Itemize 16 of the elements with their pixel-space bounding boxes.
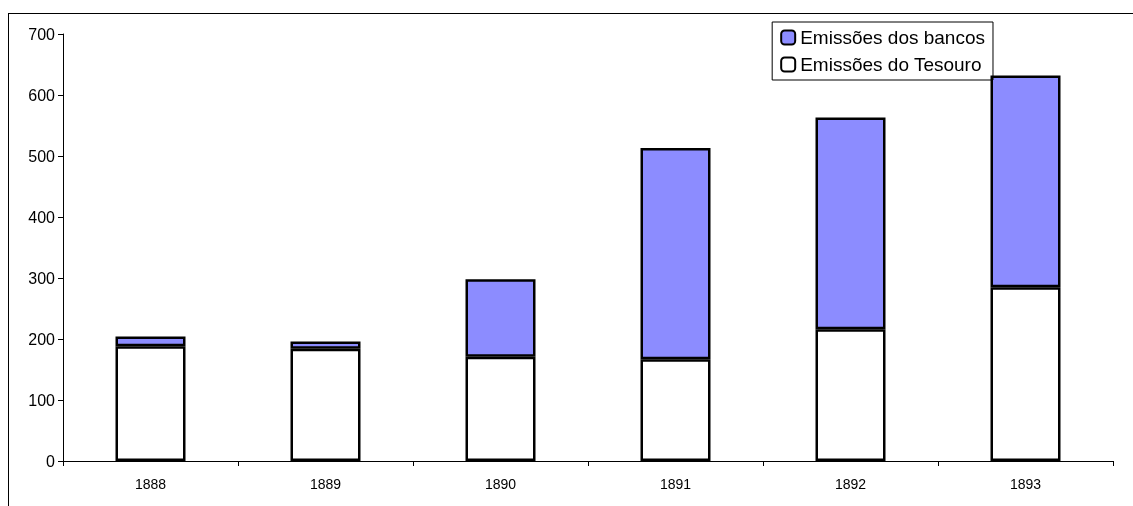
y-tick-label: 200 [28, 330, 56, 348]
y-tick-label: 600 [28, 86, 56, 104]
y-tick-label: 300 [28, 269, 56, 287]
x-tick-label: 1888 [134, 476, 167, 492]
x-tick-label: 1893 [1009, 476, 1042, 492]
x-tick-label: 1890 [484, 476, 517, 492]
x-tick-label: 1889 [309, 476, 342, 492]
y-tick-label: 500 [28, 147, 56, 165]
y-tick-label: 400 [28, 208, 56, 226]
legend-label: Emissões do Tesouro [800, 54, 982, 75]
y-tick-label: 0 [46, 452, 56, 470]
x-tick-label: 1892 [834, 476, 867, 492]
legend-label: Emissões dos bancos [800, 27, 986, 48]
y-tick-label: 100 [28, 391, 56, 409]
y-tick-label: 700 [28, 25, 56, 43]
x-tick-label: 1891 [659, 476, 692, 492]
